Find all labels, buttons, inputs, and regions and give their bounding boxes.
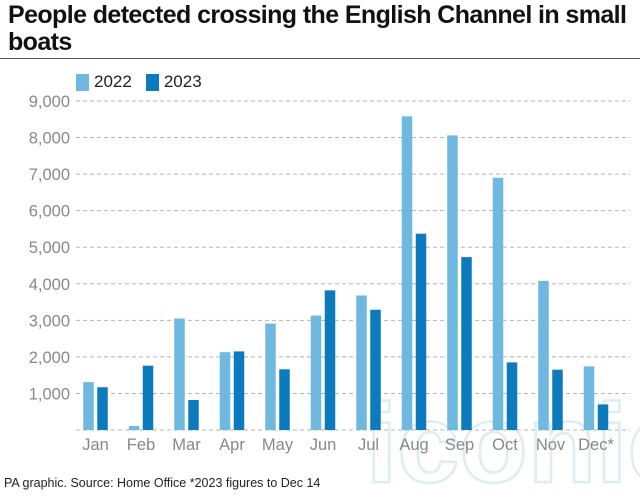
bar-2022-jan	[83, 382, 94, 430]
y-tick-label: 9,000	[29, 93, 70, 111]
title-divider	[0, 58, 640, 59]
bar-2023-mar	[188, 400, 199, 430]
chart-title: People detected crossing the English Cha…	[8, 1, 627, 56]
legend-label-2023: 2023	[163, 72, 202, 91]
source-footnote: PA graphic. Source: Home Office *2023 fi…	[4, 476, 321, 490]
x-tick-label: Sep	[445, 436, 474, 454]
bar-2023-sep	[461, 257, 472, 430]
bar-2022-feb	[128, 425, 140, 430]
bar-2022-dec	[583, 366, 595, 430]
y-tick-label: 2,000	[29, 349, 70, 367]
x-tick-label: Oct	[492, 436, 518, 454]
y-tick-label: 7,000	[29, 166, 70, 184]
y-tick-label: 3,000	[29, 312, 70, 330]
x-tick-label: Dec*	[578, 436, 614, 454]
legend-item-2022: 2022	[76, 72, 132, 92]
bar-2023-jan	[97, 387, 108, 430]
bar-2023-apr	[233, 351, 245, 430]
legend-label-2022: 2022	[94, 72, 132, 91]
bar-2023-aug	[415, 233, 427, 430]
bar-2022-nov	[538, 280, 549, 430]
legend-swatch-2022	[76, 73, 89, 91]
y-tick-label: 6,000	[29, 203, 70, 221]
bar-2023-dec	[597, 404, 609, 430]
legend-swatch-2023	[145, 73, 159, 91]
x-tick-label: Nov	[536, 436, 566, 454]
x-tick-label: Jun	[310, 436, 337, 454]
bar-2022-jul	[356, 295, 367, 430]
bar-2023-feb	[142, 365, 154, 430]
y-tick-label: 1,000	[29, 385, 70, 403]
x-tick-label: Aug	[399, 436, 428, 454]
bar-2022-jun	[310, 315, 322, 430]
x-tick-label: Feb	[127, 436, 155, 454]
legend-item-2023: 2023	[145, 72, 202, 92]
bar-2022-sep	[447, 135, 458, 430]
legend: 2022 2023	[76, 72, 216, 92]
bar-2022-oct	[492, 177, 504, 430]
bar-2023-nov	[552, 369, 563, 430]
x-tick-label: Jul	[358, 436, 379, 454]
bar-2022-aug	[401, 116, 413, 430]
x-tick-label: Jan	[82, 436, 109, 454]
bar-2022-mar	[174, 318, 185, 430]
bar-2022-may	[265, 323, 276, 430]
bar-2023-jul	[370, 309, 381, 430]
bar-2023-jun	[324, 290, 336, 430]
x-tick-label: Apr	[219, 436, 245, 454]
y-tick-label: 4,000	[29, 276, 70, 294]
bar-2022-apr	[219, 352, 231, 430]
y-tick-label: 8,000	[29, 130, 70, 148]
y-tick-label: 5,000	[29, 239, 70, 257]
bar-2023-oct	[506, 362, 518, 430]
x-tick-label: Mar	[172, 436, 201, 454]
x-tick-label: May	[262, 436, 294, 454]
bar-2023-may	[279, 369, 290, 430]
